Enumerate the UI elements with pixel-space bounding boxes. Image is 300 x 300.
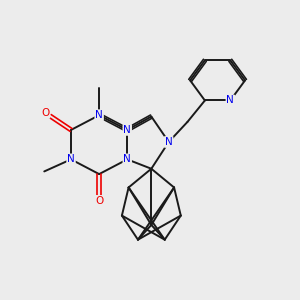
Text: N: N [123,154,131,164]
Text: N: N [165,137,172,147]
Text: N: N [123,125,131,135]
Text: N: N [226,95,234,106]
Text: O: O [95,196,103,206]
Text: O: O [41,108,50,118]
Text: N: N [67,154,75,164]
Text: N: N [95,110,103,120]
